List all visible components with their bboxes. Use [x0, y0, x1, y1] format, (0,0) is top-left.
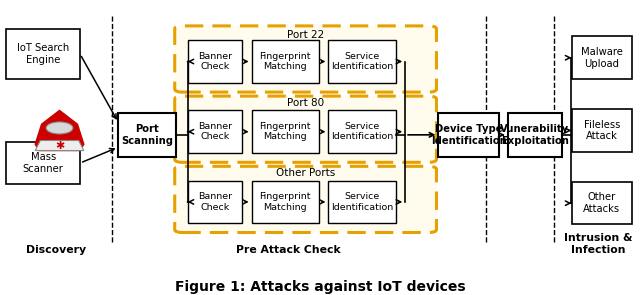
FancyBboxPatch shape: [328, 40, 396, 83]
FancyBboxPatch shape: [438, 113, 499, 157]
Polygon shape: [35, 110, 84, 150]
FancyBboxPatch shape: [188, 181, 242, 223]
Text: Malware
Upload: Malware Upload: [581, 47, 623, 68]
FancyBboxPatch shape: [572, 182, 632, 224]
Text: Port 80: Port 80: [287, 98, 324, 108]
Text: Other
Attacks: Other Attacks: [583, 192, 621, 214]
Text: Fingerprint
Matching: Fingerprint Matching: [259, 52, 311, 71]
Text: Service
Identification: Service Identification: [331, 52, 393, 71]
Text: Other Ports: Other Ports: [276, 168, 335, 178]
Text: Port 22: Port 22: [287, 30, 324, 40]
Text: Vunerability
Exploitation: Vunerability Exploitation: [500, 124, 570, 146]
FancyBboxPatch shape: [118, 113, 176, 157]
Text: Fileless
Attack: Fileless Attack: [584, 120, 620, 141]
FancyBboxPatch shape: [252, 110, 319, 153]
Text: Mass
Scanner: Mass Scanner: [23, 152, 63, 174]
Ellipse shape: [46, 122, 73, 134]
Text: Fingerprint
Matching: Fingerprint Matching: [259, 122, 311, 141]
FancyBboxPatch shape: [572, 109, 632, 152]
Text: Service
Identification: Service Identification: [331, 122, 393, 141]
FancyBboxPatch shape: [6, 142, 80, 184]
Text: Pre Attack Check: Pre Attack Check: [236, 245, 340, 255]
Text: Fingerprint
Matching: Fingerprint Matching: [259, 192, 311, 212]
Text: Banner
Check: Banner Check: [198, 192, 232, 212]
Text: IoT Search
Engine: IoT Search Engine: [17, 43, 69, 65]
Text: Intrusion &
Infection: Intrusion & Infection: [564, 233, 633, 255]
Text: Port
Scanning: Port Scanning: [121, 124, 173, 146]
Polygon shape: [35, 140, 84, 150]
FancyBboxPatch shape: [508, 113, 562, 157]
Text: Figure 1: Attacks against IoT devices: Figure 1: Attacks against IoT devices: [175, 280, 465, 294]
FancyBboxPatch shape: [175, 96, 436, 162]
FancyBboxPatch shape: [252, 181, 319, 223]
FancyBboxPatch shape: [252, 40, 319, 83]
Text: ✱: ✱: [55, 141, 64, 151]
FancyBboxPatch shape: [188, 110, 242, 153]
Text: Banner
Check: Banner Check: [198, 122, 232, 141]
Text: Service
Identification: Service Identification: [331, 192, 393, 212]
Text: Discovery: Discovery: [26, 245, 86, 255]
FancyBboxPatch shape: [572, 37, 632, 79]
Text: Banner
Check: Banner Check: [198, 52, 232, 71]
FancyBboxPatch shape: [175, 166, 436, 232]
FancyBboxPatch shape: [188, 40, 242, 83]
FancyBboxPatch shape: [328, 110, 396, 153]
FancyBboxPatch shape: [175, 26, 436, 92]
FancyBboxPatch shape: [6, 29, 80, 79]
FancyBboxPatch shape: [328, 181, 396, 223]
Text: Device Type
Identification: Device Type Identification: [431, 124, 507, 146]
